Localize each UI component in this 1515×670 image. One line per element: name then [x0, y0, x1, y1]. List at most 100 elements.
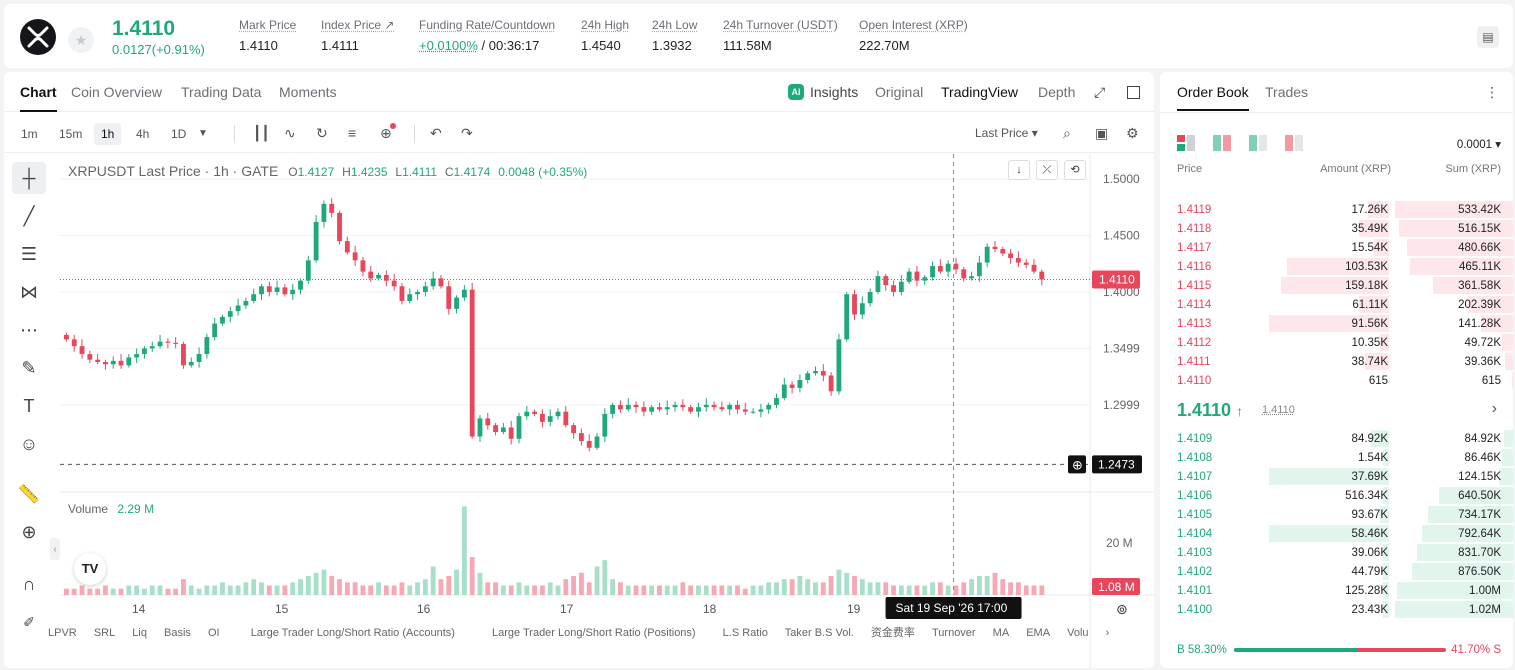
- indicator-basis[interactable]: Basis: [164, 627, 191, 639]
- view-both-icon[interactable]: [1177, 135, 1195, 151]
- indicator-ema[interactable]: EMA: [1026, 627, 1051, 639]
- stat-funding-rate[interactable]: Funding Rate/Countdown +0.0100% / 00:36:1…: [419, 18, 556, 53]
- tab-original[interactable]: Original: [875, 84, 924, 100]
- tf-15m[interactable]: 15m: [59, 127, 83, 141]
- ask-row[interactable]: 1.4119 17.26K 533.42K: [1160, 200, 1513, 219]
- timeframe-dropdown-icon[interactable]: ▼: [198, 128, 208, 139]
- bid-row[interactable]: 1.4109 84.92K 84.92K: [1160, 429, 1513, 448]
- refresh-icon[interactable]: ⟲: [1064, 160, 1086, 180]
- tab-order-book[interactable]: Order Book: [1177, 84, 1249, 111]
- indicator-lt-accounts[interactable]: Large Trader Long/Short Ratio (Accounts): [250, 627, 455, 639]
- volume-bar: [360, 585, 366, 595]
- bid-row[interactable]: 1.4100 23.43K 1.02M: [1160, 600, 1513, 619]
- replay-icon[interactable]: ↻: [316, 125, 328, 141]
- candle-body: [461, 289, 467, 298]
- indicator-liq[interactable]: Liq: [132, 627, 147, 639]
- tf-1m[interactable]: 1m: [21, 127, 38, 141]
- ask-row[interactable]: 1.4117 15.54K 480.66K: [1160, 238, 1513, 257]
- bid-row[interactable]: 1.4107 37.69K 124.15K: [1160, 467, 1513, 486]
- tradingview-logo-icon[interactable]: TV: [74, 553, 106, 585]
- view-split-icon[interactable]: [1213, 135, 1231, 151]
- indicator-lt-positions[interactable]: Large Trader Long/Short Ratio (Positions…: [491, 627, 696, 639]
- indicator-ls-ratio[interactable]: L.S Ratio: [722, 627, 768, 639]
- indicator-lpvr[interactable]: LPVR: [48, 627, 77, 639]
- bid-row[interactable]: 1.4106 516.34K 640.50K: [1160, 486, 1513, 505]
- view-bids-icon[interactable]: [1249, 135, 1267, 151]
- ask-row[interactable]: 1.4112 10.35K 49.72K: [1160, 333, 1513, 352]
- tab-trading-data[interactable]: Trading Data: [181, 84, 262, 100]
- zoom-in-tool-icon[interactable]: ⊕: [21, 522, 37, 542]
- row-sum: 465.11K: [1459, 261, 1501, 273]
- ask-row[interactable]: 1.4118 35.49K 516.15K: [1160, 219, 1513, 238]
- scroll-right-icon[interactable]: ›: [1105, 627, 1110, 639]
- favorite-star-icon[interactable]: ★: [68, 27, 94, 53]
- tab-moments[interactable]: Moments: [279, 84, 337, 100]
- camera-icon[interactable]: ▣: [1095, 125, 1109, 141]
- crosshair-tool-icon[interactable]: ┼: [12, 162, 46, 194]
- add-indicator-icon[interactable]: ⊕: [380, 123, 396, 142]
- bid-row[interactable]: 1.4102 44.79K 876.50K: [1160, 562, 1513, 581]
- notes-icon[interactable]: ▤: [1477, 26, 1499, 48]
- fib-tool-icon[interactable]: ⋯: [20, 320, 38, 340]
- pattern-tool-icon[interactable]: ⋈: [20, 282, 38, 302]
- more-options-icon[interactable]: ⋮: [1485, 84, 1499, 100]
- indicator-taker-vol[interactable]: Taker B.S Vol.: [784, 627, 854, 639]
- depth-sum-bar: [1417, 544, 1513, 561]
- ask-row[interactable]: 1.4113 91.56K 141.28K: [1160, 314, 1513, 333]
- indicator-funding[interactable]: 资金费率: [870, 627, 915, 639]
- bid-row[interactable]: 1.4104 58.46K 792.64K: [1160, 524, 1513, 543]
- lock-tool-icon[interactable]: ✐: [23, 614, 35, 630]
- indicator-ma[interactable]: MA: [992, 627, 1010, 639]
- redo-icon[interactable]: ↷: [461, 125, 473, 141]
- trend-line-tool-icon[interactable]: ╱: [23, 206, 35, 226]
- view-asks-icon[interactable]: [1285, 135, 1303, 151]
- tab-coin-overview[interactable]: Coin Overview: [71, 84, 163, 100]
- chevron-right-icon[interactable]: ›: [1491, 400, 1497, 417]
- indicator-oi[interactable]: OI: [208, 627, 220, 639]
- tab-depth[interactable]: Depth: [1038, 84, 1076, 100]
- window-icon[interactable]: [1127, 86, 1140, 99]
- indicator-turnover[interactable]: Turnover: [931, 627, 976, 639]
- expand-icon[interactable]: ⤢: [1094, 84, 1106, 100]
- tf-4h[interactable]: 4h: [136, 127, 150, 141]
- tab-insights[interactable]: Insights: [810, 84, 859, 100]
- undo-icon[interactable]: ↶: [430, 125, 442, 141]
- candles-icon[interactable]: ┃┃: [253, 125, 270, 141]
- candle-body: [657, 407, 662, 410]
- ask-row[interactable]: 1.4116 103.53K 465.11K: [1160, 257, 1513, 276]
- horizontal-lines-tool-icon[interactable]: ☰: [20, 244, 38, 264]
- stat-index-price[interactable]: Index Price ↗ 1.4111: [321, 18, 395, 53]
- tf-1h[interactable]: 1h: [94, 123, 122, 145]
- search-icon[interactable]: ⌕: [1063, 125, 1071, 141]
- scroll-down-icon[interactable]: ↓: [1008, 160, 1030, 180]
- indicators-icon[interactable]: ∿: [284, 125, 296, 141]
- tab-trades[interactable]: Trades: [1265, 84, 1309, 100]
- bid-row[interactable]: 1.4103 39.06K 831.70K: [1160, 543, 1513, 562]
- timezone-settings-icon[interactable]: ⊚: [1116, 601, 1128, 617]
- tab-chart[interactable]: Chart: [20, 84, 57, 112]
- emoji-tool-icon[interactable]: ☺: [19, 434, 39, 454]
- bid-row[interactable]: 1.4108 1.54K 86.46K: [1160, 448, 1513, 467]
- ask-row[interactable]: 1.4114 61.11K 202.39K: [1160, 295, 1513, 314]
- indicator-volume[interactable]: Volu: [1067, 627, 1089, 639]
- brush-tool-icon[interactable]: ✎: [21, 358, 37, 378]
- candlestick-chart[interactable]: 1.50001.45001.40001.34991.29991.41101.24…: [60, 154, 1154, 668]
- tf-1d[interactable]: 1D: [171, 127, 187, 141]
- depth-amount-bar: [1380, 334, 1389, 351]
- ruler-tool-icon[interactable]: 📏: [17, 484, 41, 504]
- collapse-icon[interactable]: ⤫: [1036, 160, 1058, 180]
- ask-row[interactable]: 1.4111 38.74K 39.36K: [1160, 352, 1513, 371]
- tab-tradingview[interactable]: TradingView: [941, 84, 1019, 100]
- bid-row[interactable]: 1.4105 93.67K 734.17K: [1160, 505, 1513, 524]
- bid-row[interactable]: 1.4101 125.28K 1.00M: [1160, 581, 1513, 600]
- collapse-toolbar-icon[interactable]: ‹: [50, 538, 60, 560]
- indicator-srl[interactable]: SRL: [93, 627, 116, 639]
- ask-row[interactable]: 1.4110 615 615: [1160, 371, 1513, 390]
- precision-select[interactable]: 0.0001 ▾: [1456, 139, 1501, 151]
- magnet-tool-icon[interactable]: ∩: [22, 574, 36, 594]
- ask-row[interactable]: 1.4115 159.18K 361.58K: [1160, 276, 1513, 295]
- templates-icon[interactable]: ≡: [348, 125, 357, 141]
- settings-gear-icon[interactable]: ⚙: [1126, 125, 1139, 141]
- price-type-select[interactable]: Last Price ▾: [975, 126, 1038, 140]
- text-tool-icon[interactable]: T: [23, 396, 35, 416]
